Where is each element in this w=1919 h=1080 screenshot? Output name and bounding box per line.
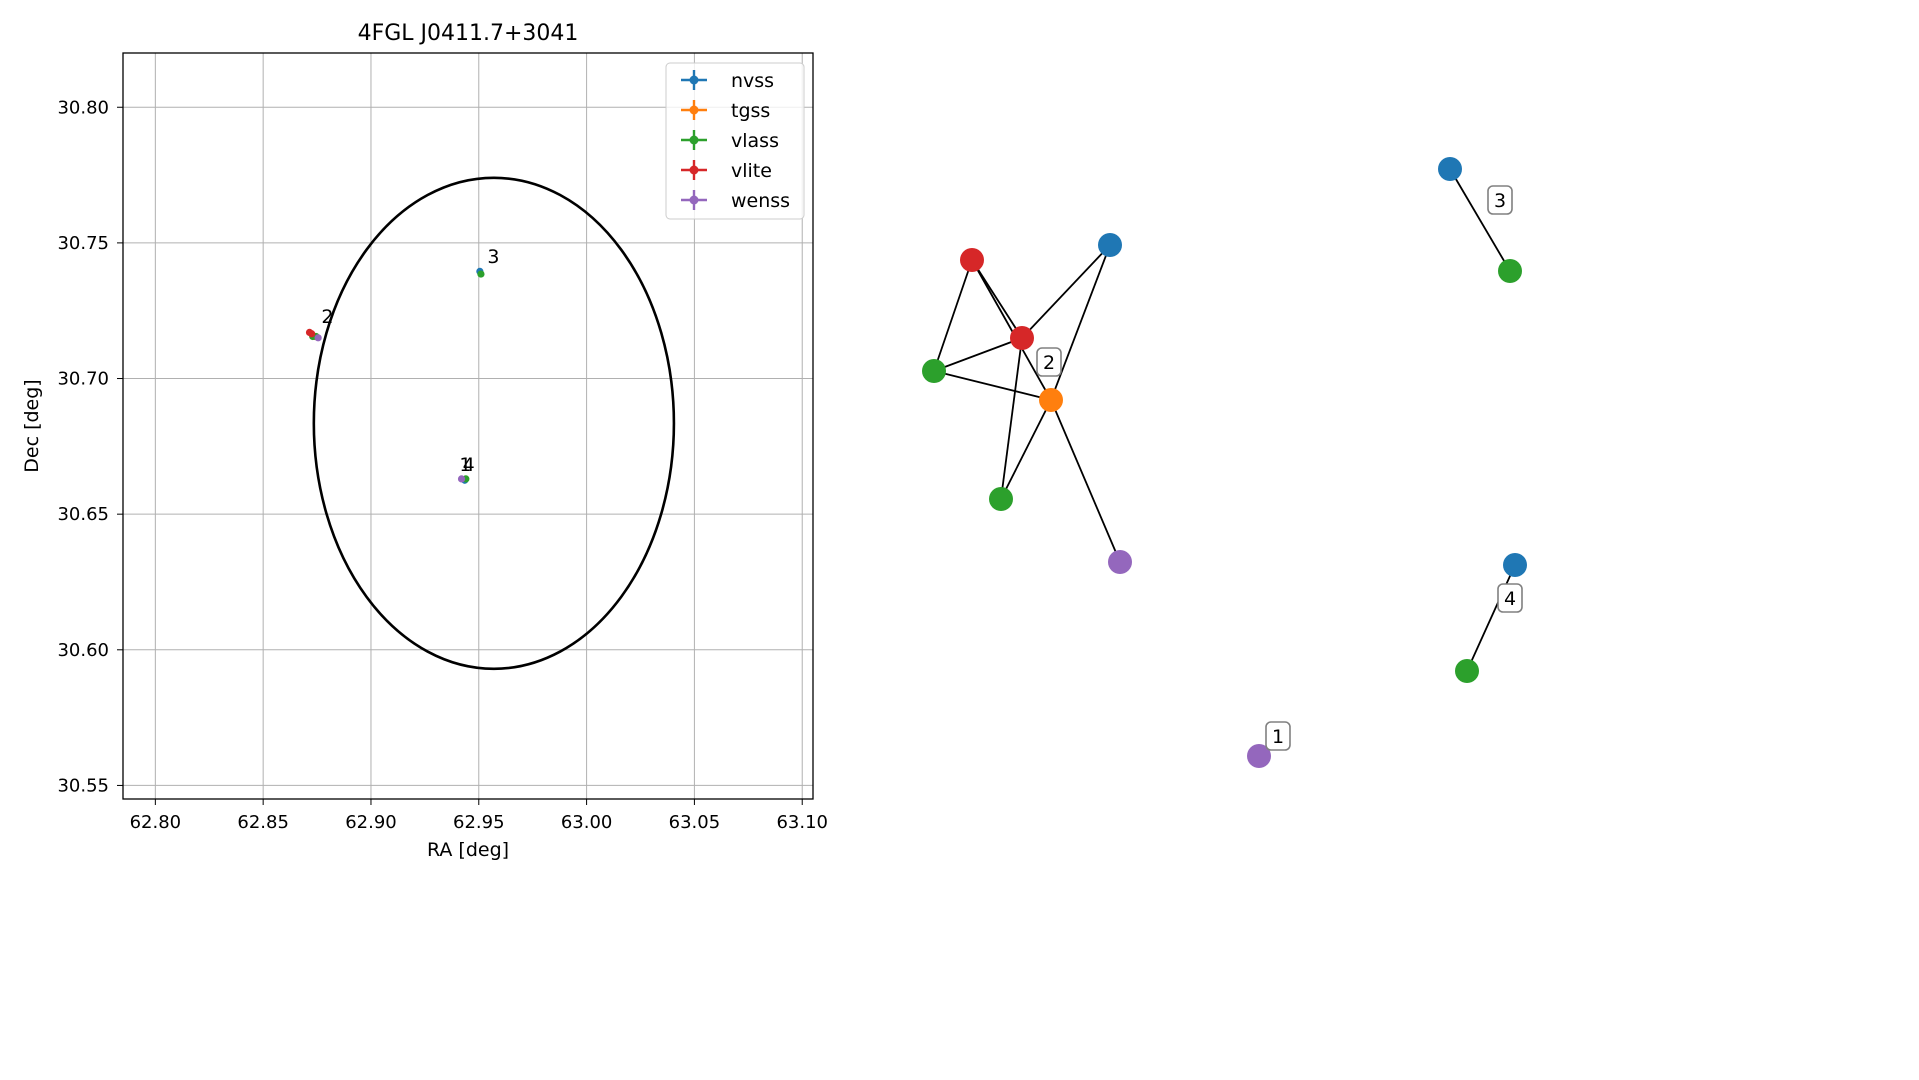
graph-label: 2 — [1036, 347, 1062, 377]
y-tick-label: 30.80 — [57, 97, 109, 118]
legend-marker-dot — [689, 105, 699, 115]
legend-item-wenss: wenss — [681, 190, 790, 212]
x-tick-label: 62.95 — [453, 812, 505, 833]
legend-label: tgss — [731, 100, 770, 122]
graph-nodes — [922, 157, 1527, 768]
y-ticks: 30.55 30.60 30.65 30.70 30.75 30.80 — [57, 97, 123, 796]
graph-edge — [1449, 168, 1511, 272]
legend: nvss tgss vlass vlite wenss — [665, 62, 805, 220]
x-tick-label: 63.00 — [561, 812, 613, 833]
graph-node-wenss — [1247, 744, 1271, 768]
point-annotation: 2 — [321, 306, 333, 328]
point-vlass — [477, 270, 485, 278]
chart-title: 4FGL J0411.7+3041 — [358, 21, 579, 46]
x-tick-label: 62.85 — [237, 812, 289, 833]
x-ticks: 62.80 62.85 62.90 62.95 63.00 63.05 63.10 — [130, 799, 828, 833]
point-vlite — [308, 330, 316, 338]
legend-marker-dot — [689, 165, 699, 175]
legend-item-vlass: vlass — [681, 130, 779, 152]
network-graph: 2 3 4 1 — [922, 157, 1527, 768]
graph-label-text: 2 — [1043, 352, 1055, 374]
point-annotation: 4 — [463, 454, 475, 476]
graph-node-nvss — [1438, 157, 1462, 181]
x-tick-label: 63.10 — [776, 812, 828, 833]
graph-edge — [1050, 399, 1121, 563]
point-wenss — [314, 334, 322, 342]
graph-edge — [1000, 337, 1023, 500]
data-points — [305, 267, 485, 484]
legend-label: vlite — [731, 160, 772, 182]
graph-edge — [1466, 564, 1516, 672]
y-tick-label: 30.60 — [57, 640, 109, 661]
graph-label: 3 — [1487, 185, 1513, 215]
y-axis-label: Dec [deg] — [21, 379, 43, 472]
graph-label-box — [1036, 347, 1062, 377]
legend-item-vlite: vlite — [681, 160, 772, 182]
graph-label-box — [1487, 185, 1513, 215]
graph-label-text: 1 — [1272, 726, 1284, 748]
graph-edge — [1021, 244, 1111, 339]
error-ellipse-group — [312, 176, 676, 671]
graph-edge — [971, 259, 1052, 401]
point-annotations: 14 2 3 — [321, 246, 499, 476]
graph-node-vlite — [1010, 326, 1034, 350]
error-ellipse — [312, 176, 676, 671]
legend-marker-dot — [689, 135, 699, 145]
graph-edge — [1050, 244, 1111, 401]
graph-edge — [933, 337, 1023, 372]
graph-node-vlite — [960, 248, 984, 272]
point-annotation: 1 — [459, 454, 471, 476]
x-tick-label: 63.05 — [669, 812, 721, 833]
graph-node-tgss — [1039, 388, 1063, 412]
graph-node-vlass — [1455, 659, 1479, 683]
graph-label-text: 3 — [1494, 190, 1506, 212]
legend-item-nvss: nvss — [681, 70, 774, 92]
legend-item-tgss: tgss — [681, 100, 770, 122]
graph-label-box — [1265, 721, 1291, 751]
graph-edge — [1000, 399, 1052, 500]
graph-edge — [933, 259, 973, 372]
y-tick-label: 30.75 — [57, 233, 109, 254]
graph-node-nvss — [1503, 553, 1527, 577]
x-tick-label: 62.90 — [345, 812, 397, 833]
graph-node-vlass — [1498, 259, 1522, 283]
graph-label-box — [1497, 583, 1523, 613]
graph-node-wenss — [1108, 550, 1132, 574]
legend-label: vlass — [731, 130, 779, 152]
graph-edge — [933, 370, 1052, 401]
plot-frame — [122, 52, 814, 800]
legend-label: nvss — [731, 70, 774, 92]
legend-marker-dot — [689, 195, 699, 205]
graph-node-nvss — [1098, 233, 1122, 257]
graph-label: 1 — [1265, 721, 1291, 751]
legend-box — [665, 62, 805, 220]
graph-labels: 2 3 4 1 — [1036, 185, 1523, 751]
legend-marker-dot — [689, 75, 699, 85]
y-tick-label: 30.65 — [57, 504, 109, 525]
graph-node-vlass — [922, 359, 946, 383]
graph-label: 4 — [1497, 583, 1523, 613]
x-tick-label: 62.80 — [130, 812, 182, 833]
point-wenss — [457, 475, 466, 483]
graph-edges — [933, 168, 1516, 672]
legend-label: wenss — [731, 190, 790, 212]
y-tick-label: 30.70 — [57, 369, 109, 390]
y-tick-label: 30.55 — [57, 775, 109, 796]
scatter-plot: 4FGL J0411.7+3041 RA [deg] Dec [deg] 62.… — [21, 21, 828, 861]
graph-node-vlass — [989, 487, 1013, 511]
x-axis-label: RA [deg] — [427, 839, 509, 861]
graph-label-text: 4 — [1504, 588, 1516, 610]
point-annotation: 3 — [487, 246, 499, 268]
